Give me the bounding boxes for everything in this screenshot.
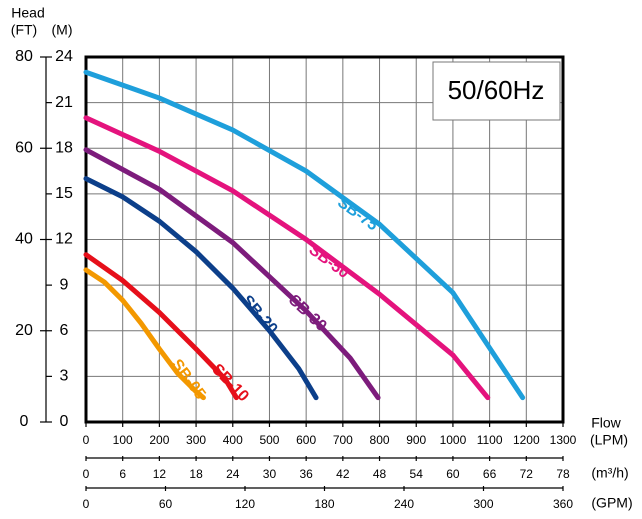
- x-tick-label: 400: [223, 433, 243, 447]
- y-tick-label: 12: [55, 231, 73, 248]
- x3-tick-label: 180: [314, 497, 334, 511]
- y-axis-title: Head: [11, 5, 44, 21]
- y-tick-label: 3: [60, 368, 69, 385]
- y-unit: (M): [52, 22, 73, 38]
- curve: [83, 69, 526, 401]
- y2-unit: (FT): [11, 22, 37, 38]
- x2-unit: (m³/h): [591, 465, 628, 481]
- plot-frame: [84, 55, 565, 424]
- x2-tick-label: 18: [189, 467, 203, 481]
- y2-tick-label: 80: [15, 48, 33, 65]
- x2-tick-label: 72: [520, 467, 534, 481]
- x2-tick-label: 60: [446, 467, 460, 481]
- x3-tick-label: 360: [553, 497, 573, 511]
- curve: [83, 252, 239, 401]
- x-tick-label: 1300: [550, 433, 577, 447]
- x-tick-label: 600: [296, 433, 316, 447]
- y-tick-label: 9: [60, 276, 69, 293]
- x-unit: (LPM): [590, 432, 628, 448]
- curve: [83, 176, 319, 401]
- x-tick-label: 200: [149, 433, 169, 447]
- x-tick-label: 500: [259, 433, 279, 447]
- x2-tick-label: 78: [556, 467, 570, 481]
- x2-tick-label: 12: [153, 467, 167, 481]
- x3-unit: (GPM): [591, 495, 632, 511]
- x3-tick-label: 60: [159, 497, 173, 511]
- x2-tick-label: 54: [410, 467, 424, 481]
- x-tick-label: 900: [406, 433, 426, 447]
- x2-tick-label: 0: [83, 467, 90, 481]
- x-tick-label: 700: [333, 433, 353, 447]
- y-tick-label: 15: [55, 185, 73, 202]
- series-label: SB-75: [334, 194, 381, 234]
- curve: [83, 115, 491, 401]
- x2-tick-label: 36: [299, 467, 313, 481]
- series-label: SB-30: [285, 292, 330, 335]
- x3-tick-label: 120: [235, 497, 255, 511]
- y-tick-label: 24: [55, 48, 73, 65]
- x2-tick-label: 42: [336, 467, 350, 481]
- x2-tick-label: 6: [119, 467, 126, 481]
- title-box: [432, 61, 561, 121]
- x2-tick-label: 48: [373, 467, 387, 481]
- x2-tick-label: 24: [226, 467, 240, 481]
- curve: [83, 147, 381, 401]
- x-tick-label: 1200: [513, 433, 540, 447]
- x-tick-label: 800: [370, 433, 390, 447]
- y-tick-label: 21: [55, 94, 73, 111]
- curve: [83, 267, 206, 401]
- x2-tick-label: 30: [263, 467, 277, 481]
- y-tick-label: 6: [60, 322, 69, 339]
- x2-tick-label: 66: [483, 467, 497, 481]
- series-label: SB-50: [305, 241, 352, 282]
- chart-title: 50/60Hz: [448, 75, 545, 105]
- series-label: SB-10: [208, 361, 252, 406]
- x3-tick-label: 240: [394, 497, 414, 511]
- x3-tick-label: 300: [473, 497, 493, 511]
- y2-tick-label: 0: [20, 413, 29, 430]
- x-tick-label: 1000: [440, 433, 467, 447]
- series-label: SB-05: [168, 356, 209, 403]
- x-tick-label: 0: [83, 433, 90, 447]
- y2-tick-label: 40: [15, 231, 33, 248]
- x-tick-label: 300: [186, 433, 206, 447]
- x-tick-label: 1100: [477, 433, 503, 447]
- x-axis-title: Flow: [591, 415, 621, 431]
- y2-tick-label: 20: [15, 322, 33, 339]
- x-tick-label: 100: [113, 433, 133, 447]
- y-tick-label: 18: [55, 139, 73, 156]
- y2-tick-label: 60: [15, 139, 33, 156]
- y-tick-label: 0: [60, 413, 69, 430]
- x3-tick-label: 0: [83, 497, 90, 511]
